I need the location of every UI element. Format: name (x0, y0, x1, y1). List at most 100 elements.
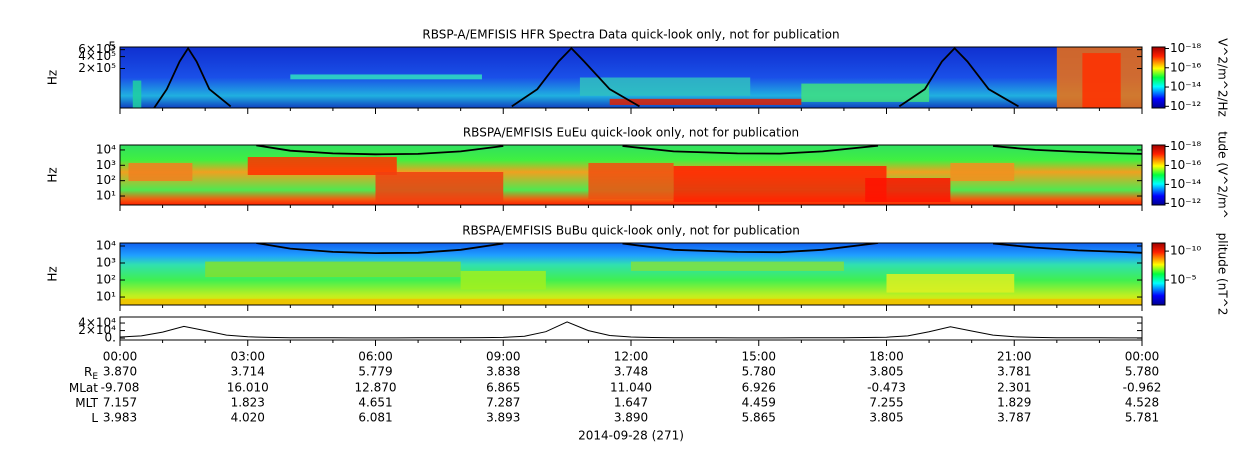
y-tick-label: 0. (105, 331, 116, 345)
x-tick-label: 12:00 (614, 350, 649, 364)
ephemeris-value: 6.926 (742, 381, 776, 395)
colorbar-label: plitude (nT^2 (1216, 233, 1230, 316)
ephemeris-label: RE (84, 365, 98, 382)
ephemeris-value: -0.473 (867, 381, 906, 395)
spectrogram-texture (579, 77, 751, 96)
ephemeris-value: 4.528 (1125, 396, 1159, 410)
ephemeris-value: 1.823 (231, 396, 265, 410)
spectrogram-texture (128, 163, 193, 181)
spectrogram-texture (375, 172, 504, 202)
x-tick-label: 00:00 (103, 350, 138, 364)
ephemeris-value: 3.714 (231, 365, 265, 379)
ephemeris-value: 1.647 (614, 396, 648, 410)
ephemeris-value: 6.081 (358, 411, 392, 425)
ephemeris-value: 5.779 (358, 365, 392, 379)
ephemeris-value: 3.870 (103, 365, 137, 379)
spectrogram-texture (673, 166, 887, 202)
ephemeris-value: 5.780 (1125, 365, 1159, 379)
y-tick-label: 10⁴ (96, 142, 116, 156)
ephemeris-label-text: L (91, 411, 98, 425)
y-tick-label: 4×10⁴ (78, 316, 116, 330)
panel-frame (119, 242, 1143, 306)
ephemeris-value: 3.983 (103, 411, 137, 425)
ephemeris-value: 5.780 (742, 365, 776, 379)
ephemeris-value: 5.865 (742, 411, 776, 425)
panel-title: RBSPA/EMFISIS EuEu quick-look only, not … (463, 126, 799, 140)
ephemeris-label: L (91, 411, 98, 425)
colorbar (1151, 144, 1166, 206)
y-axis-label: Hz (46, 266, 60, 281)
y-tick-label: 10² (96, 273, 116, 287)
y-tick-label: 10¹ (96, 290, 116, 304)
y-tick-label: 10² (96, 173, 116, 187)
ephemeris-label-sub: E (92, 372, 98, 382)
panel-title: RBSP-A/EMFISIS HFR Spectra Data quick-lo… (422, 28, 839, 42)
x-tick-label: 03:00 (230, 350, 265, 364)
colorbar (1151, 46, 1166, 109)
colorbar-label: tude (V^2/m^ (1216, 131, 1230, 219)
ephemeris-label: MLT (75, 396, 98, 410)
colorbar-tick-label: 10⁻¹⁰ (1170, 244, 1201, 258)
spectrogram-texture (132, 80, 142, 108)
ephemeris-label-text: MLT (75, 396, 98, 410)
panel-title: RBSPA/EMFISIS BuBu quick-look only, not … (462, 224, 800, 238)
x-tick-label: 06:00 (358, 350, 393, 364)
spectrogram-texture (865, 178, 951, 202)
x-tick-label: 15:00 (741, 350, 776, 364)
y-tick-label: 2×10⁵ (78, 61, 116, 75)
x-tick-label: 00:00 (1125, 350, 1160, 364)
spectrogram-texture (1082, 53, 1121, 108)
panel-frame (119, 46, 1143, 109)
ephemeris-value: 3.805 (869, 365, 903, 379)
spectrogram-texture (247, 157, 397, 175)
ephemeris-label-text: MLat (69, 381, 98, 395)
spectrogram-texture (631, 261, 844, 271)
colorbar-tick-label: 10⁻¹⁶ (1170, 60, 1201, 74)
ephemeris-value: 3.748 (614, 365, 648, 379)
ephemeris-value: 3.890 (614, 411, 648, 425)
y-tick-label: 10⁴ (96, 238, 116, 252)
y-axis-label: Hz (46, 70, 60, 85)
colorbar-tick-label: 10⁻¹² (1170, 196, 1201, 210)
y-tick-label: 10³ (96, 256, 116, 270)
spectrogram-texture (290, 74, 482, 80)
panel-frame (119, 144, 1143, 206)
spectrogram-texture (886, 274, 1015, 293)
ephemeris-value: 4.651 (358, 396, 392, 410)
panel-frame (119, 316, 1143, 341)
x-axis-label: 2014-09-28 (271) (578, 429, 684, 443)
x-tick-label: 18:00 (869, 350, 904, 364)
y-tick-label: 2×10⁴ (78, 323, 116, 337)
data-line (120, 321, 1142, 339)
ephemeris-value: 3.805 (869, 411, 903, 425)
ephemeris-value: 3.781 (997, 365, 1031, 379)
spectrogram-texture (205, 261, 461, 278)
ephemeris-value: 5.781 (1125, 411, 1159, 425)
colorbar-tick-label: 10⁻¹⁸ (1170, 41, 1201, 55)
ephemeris-value: 7.255 (869, 396, 903, 410)
ephemeris-value: -0.962 (1123, 381, 1162, 395)
colorbar (1151, 242, 1166, 306)
ephemeris-value: 3.838 (486, 365, 520, 379)
y-tick-label: 4×10⁵ (78, 49, 116, 63)
ephemeris-value: 2.301 (997, 381, 1031, 395)
data-line (153, 47, 1019, 108)
colorbar-tick-label: 10⁻¹⁸ (1170, 139, 1201, 153)
colorbar-label: V^2/m^2/Hz (1216, 38, 1230, 117)
colorbar-tick-label: 10⁻¹⁴ (1170, 80, 1201, 94)
ephemeris-value: 4.459 (742, 396, 776, 410)
y-axis-label: Hz (46, 167, 60, 182)
ephemeris-value: 7.287 (486, 396, 520, 410)
ephemeris-value: 6.865 (486, 381, 520, 395)
spectrogram-texture (120, 298, 1142, 305)
y-tick-label: 10¹ (96, 189, 116, 203)
spectrogram-texture (801, 83, 930, 102)
colorbar-tick-label: 10⁻⁵ (1170, 273, 1197, 287)
spectrogram-texture (588, 163, 674, 199)
ephemeris-value: 3.893 (486, 411, 520, 425)
y-tick-label: 6×10⁵ (78, 42, 116, 56)
y-tick-label: 5 (108, 40, 116, 54)
ephemeris-value: 3.787 (997, 411, 1031, 425)
ephemeris-value: 1.829 (997, 396, 1031, 410)
